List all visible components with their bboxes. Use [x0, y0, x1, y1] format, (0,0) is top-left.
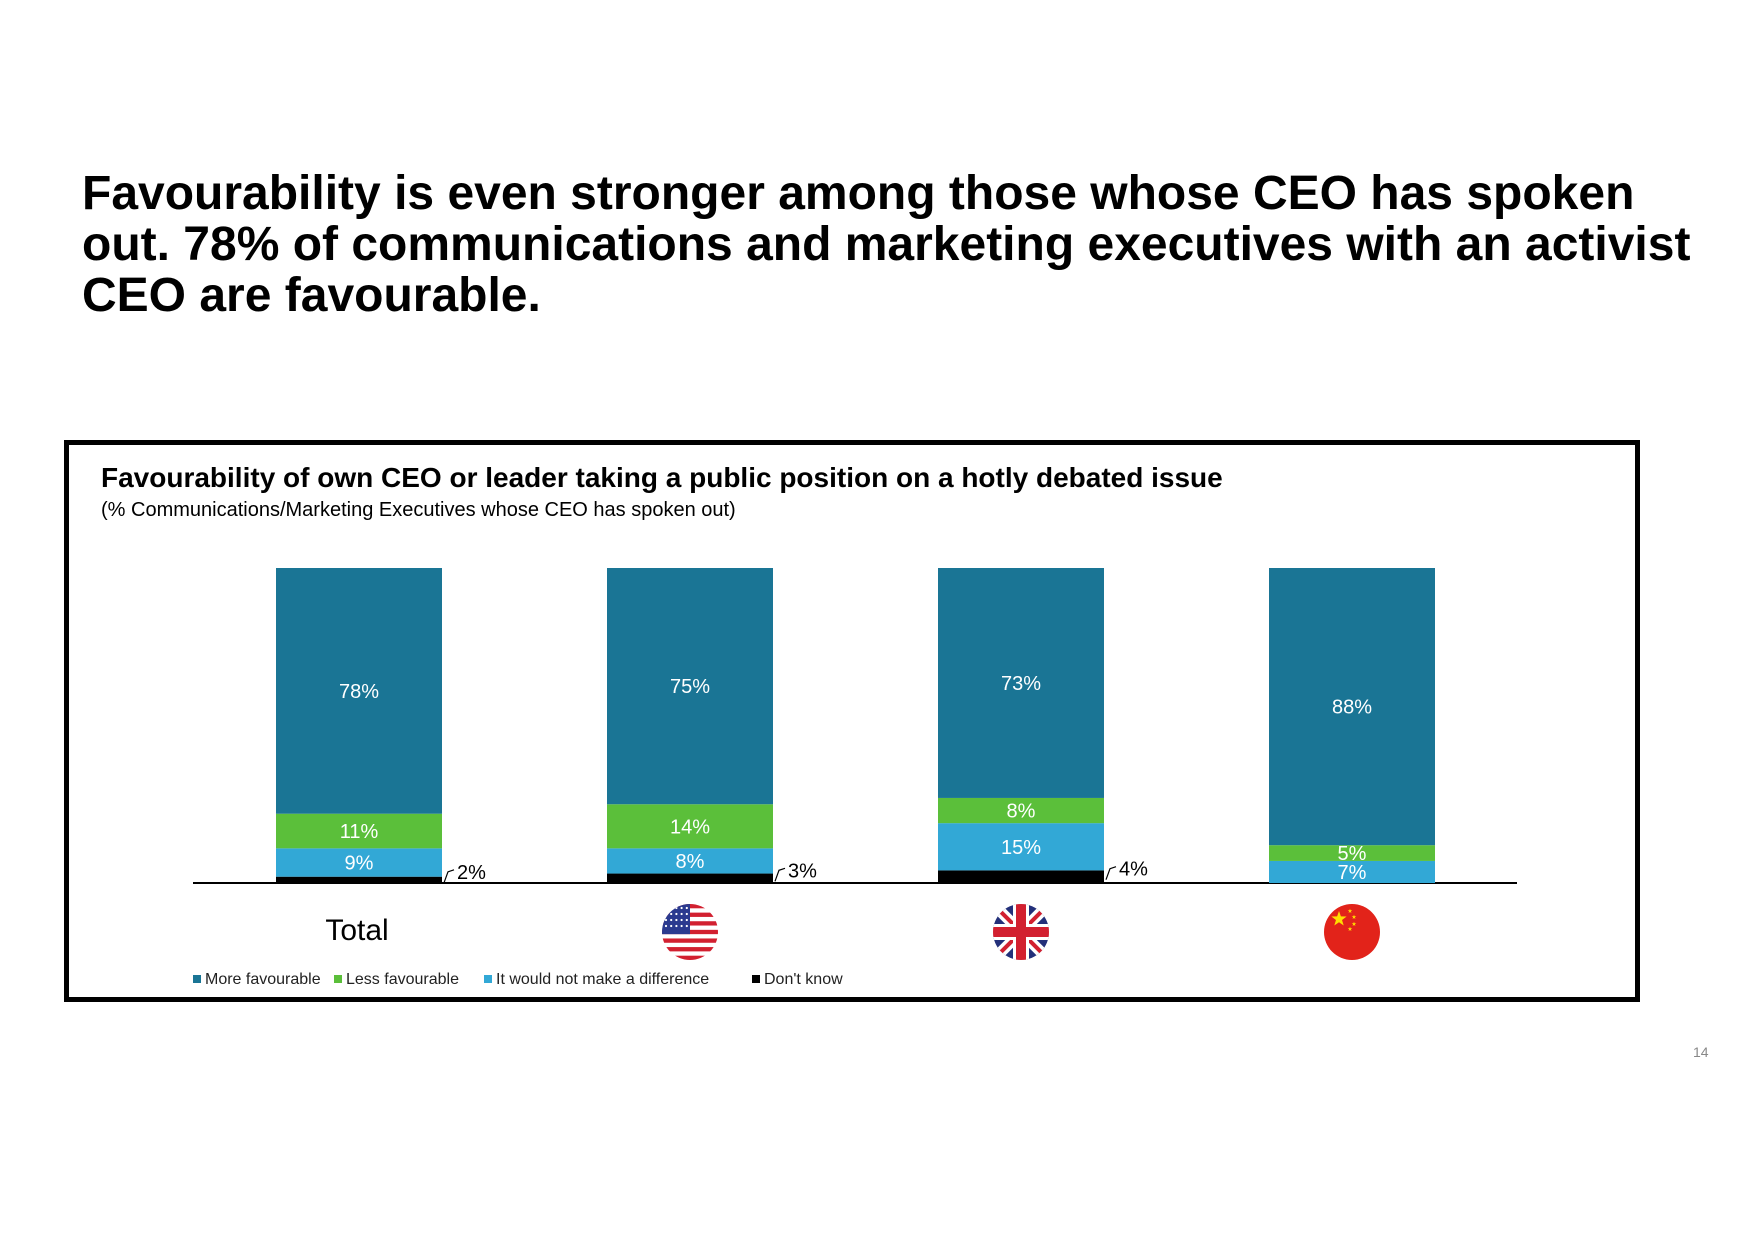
data-label-no-difference-uk: 15%: [1001, 837, 1041, 859]
data-label-more-favourable-china: 88%: [1332, 697, 1372, 719]
legend-label-dont-know: Don't know: [764, 971, 843, 988]
chart-subtitle: (% Communications/Marketing Executives w…: [101, 499, 736, 521]
category-label-total: Total: [325, 914, 388, 947]
data-label-dont-know-usa: 3%: [788, 860, 817, 882]
bar-no-difference-china: [1269, 860, 1435, 883]
legend-label-more-favourable: More favourable: [205, 971, 321, 988]
legend-swatch-no-difference: [484, 975, 492, 983]
bar-more-favourable-china: [1269, 568, 1435, 846]
callout-leader-total: [443, 869, 455, 884]
bar-no-difference-usa: [607, 848, 773, 874]
data-label-less-favourable-china: 5%: [1338, 843, 1367, 865]
legend-label-no-difference: It would not make a difference: [496, 971, 709, 988]
data-label-less-favourable-uk: 8%: [1007, 801, 1036, 823]
bar-less-favourable-total: [276, 813, 442, 849]
chart-frame: [64, 440, 1640, 1002]
data-label-no-difference-total: 9%: [345, 853, 374, 875]
page-headline: Favourability is even stronger among tho…: [82, 167, 1691, 322]
bar-dont-know-usa: [607, 873, 773, 883]
data-label-no-difference-usa: 8%: [676, 851, 705, 873]
legend-swatch-less-favourable: [334, 975, 342, 983]
chart-title: Favourability of own CEO or leader takin…: [101, 462, 1223, 493]
data-label-dont-know-uk: 4%: [1119, 859, 1148, 881]
bar-less-favourable-uk: [938, 797, 1104, 824]
data-label-less-favourable-total: 11%: [340, 821, 379, 843]
data-label-no-difference-china: 7%: [1338, 862, 1367, 884]
bar-dont-know-total: [276, 876, 442, 883]
china-flag-icon: [1324, 904, 1380, 960]
legend-swatch-dont-know: [752, 975, 760, 983]
us-flag-icon: [662, 904, 718, 960]
bar-dont-know-uk: [938, 870, 1104, 883]
legend-label-less-favourable: Less favourable: [346, 971, 459, 988]
data-label-less-favourable-usa: 14%: [670, 816, 710, 838]
bar-less-favourable-usa: [607, 804, 773, 849]
data-label-dont-know-total: 2%: [457, 862, 486, 884]
bar-no-difference-uk: [938, 823, 1104, 871]
bar-more-favourable-total: [276, 568, 442, 814]
callout-leader-uk: [1105, 866, 1117, 880]
data-label-more-favourable-total: 78%: [339, 681, 379, 703]
uk-flag-icon: [993, 904, 1049, 960]
bar-less-favourable-china: [1269, 845, 1435, 861]
legend-swatch-more-favourable: [193, 975, 201, 983]
data-label-more-favourable-uk: 73%: [1001, 673, 1041, 695]
data-label-more-favourable-usa: 75%: [670, 676, 710, 698]
bar-more-favourable-usa: [607, 568, 773, 805]
page-number: 14: [1693, 1044, 1709, 1060]
bar-no-difference-total: [276, 848, 442, 877]
callout-leader-usa: [774, 867, 786, 882]
bar-more-favourable-uk: [938, 568, 1104, 798]
